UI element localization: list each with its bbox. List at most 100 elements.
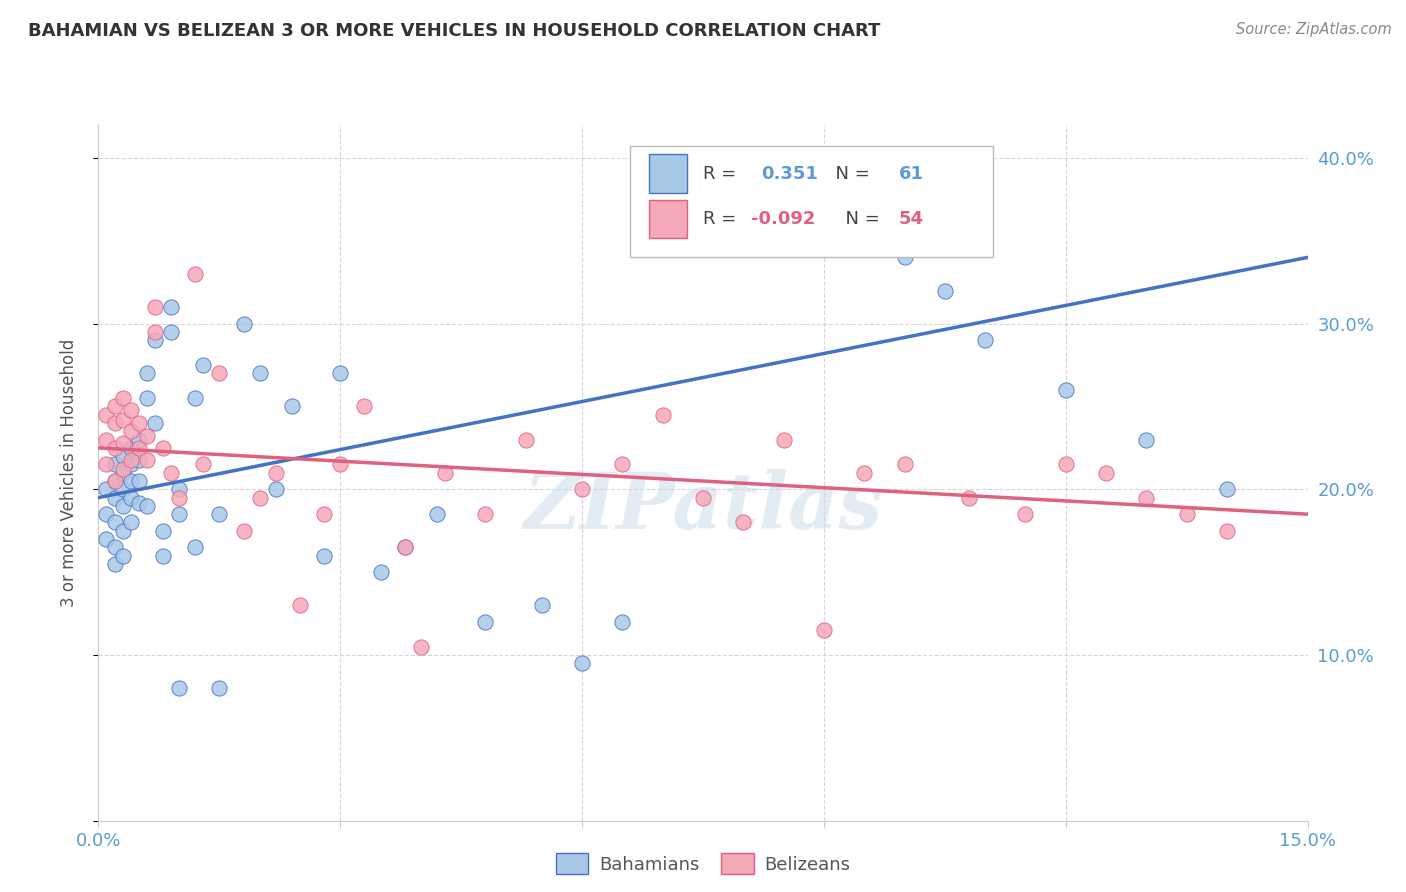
Point	[249, 367, 271, 381]
Point	[249, 491, 271, 505]
Point	[135, 452, 157, 467]
Point	[111, 524, 134, 538]
Point	[434, 466, 457, 480]
Point	[152, 441, 174, 455]
Point	[612, 458, 634, 472]
Point	[111, 391, 134, 405]
Point	[96, 408, 118, 422]
Point	[143, 416, 166, 430]
Point	[120, 491, 142, 505]
Point	[651, 408, 673, 422]
Point	[370, 565, 392, 579]
Point	[193, 358, 215, 372]
Point	[135, 429, 157, 443]
Text: R =: R =	[703, 210, 742, 227]
Text: 0.351: 0.351	[761, 165, 818, 183]
Point	[167, 507, 190, 521]
Point	[135, 367, 157, 381]
Point	[1135, 491, 1157, 505]
Point	[103, 541, 125, 555]
Point	[143, 300, 166, 314]
Point	[571, 483, 593, 497]
Point	[103, 474, 125, 488]
Point	[1216, 483, 1239, 497]
Point	[281, 400, 304, 414]
Point	[96, 458, 118, 472]
Point	[152, 524, 174, 538]
Point	[193, 458, 215, 472]
Point	[474, 507, 496, 521]
Point	[103, 516, 125, 530]
Point	[394, 541, 416, 555]
Text: ZIPatlas: ZIPatlas	[523, 469, 883, 546]
Point	[96, 433, 118, 447]
Point	[167, 491, 190, 505]
Point	[208, 681, 231, 695]
Text: -0.092: -0.092	[751, 210, 815, 227]
Point	[957, 491, 980, 505]
Point	[103, 491, 125, 505]
Point	[103, 441, 125, 455]
Point	[143, 333, 166, 347]
Point	[128, 452, 150, 467]
Point	[208, 507, 231, 521]
Point	[208, 367, 231, 381]
Point	[1175, 507, 1198, 521]
Point	[329, 458, 352, 472]
Point	[120, 452, 142, 467]
Point	[103, 416, 125, 430]
Point	[160, 325, 183, 339]
Point	[232, 317, 254, 331]
Point	[692, 491, 714, 505]
Point	[1054, 458, 1077, 472]
Point	[426, 507, 449, 521]
Point	[571, 657, 593, 671]
Point	[314, 549, 336, 563]
Point	[232, 524, 254, 538]
Point	[120, 441, 142, 455]
Point	[474, 615, 496, 629]
Point	[1216, 524, 1239, 538]
Point	[394, 541, 416, 555]
Point	[893, 458, 915, 472]
Point	[409, 640, 432, 654]
Point	[184, 541, 207, 555]
Point	[184, 267, 207, 281]
Point	[135, 391, 157, 405]
Point	[288, 599, 311, 613]
Point	[111, 436, 134, 450]
Point	[103, 557, 125, 571]
Point	[111, 462, 134, 476]
Point	[530, 599, 553, 613]
Point	[128, 433, 150, 447]
Point	[853, 466, 876, 480]
Point	[111, 483, 134, 497]
Point	[612, 615, 634, 629]
Y-axis label: 3 or more Vehicles in Household: 3 or more Vehicles in Household	[59, 339, 77, 607]
Point	[120, 425, 142, 439]
Point	[96, 483, 118, 497]
FancyBboxPatch shape	[630, 145, 993, 257]
FancyBboxPatch shape	[648, 200, 688, 238]
FancyBboxPatch shape	[648, 154, 688, 193]
Point	[160, 466, 183, 480]
Point	[128, 441, 150, 455]
Point	[264, 466, 287, 480]
Text: 54: 54	[898, 210, 924, 227]
Point	[111, 499, 134, 513]
Point	[143, 325, 166, 339]
Point	[329, 367, 352, 381]
Point	[1095, 466, 1118, 480]
Point	[934, 284, 956, 298]
Point	[96, 532, 118, 546]
Point	[135, 499, 157, 513]
Point	[152, 549, 174, 563]
Point	[160, 300, 183, 314]
Text: R =: R =	[703, 165, 748, 183]
Legend: Bahamians, Belizeans: Bahamians, Belizeans	[548, 846, 858, 881]
Point	[1054, 383, 1077, 397]
Text: Source: ZipAtlas.com: Source: ZipAtlas.com	[1236, 22, 1392, 37]
Point	[515, 433, 537, 447]
Point	[184, 391, 207, 405]
Text: 61: 61	[898, 165, 924, 183]
